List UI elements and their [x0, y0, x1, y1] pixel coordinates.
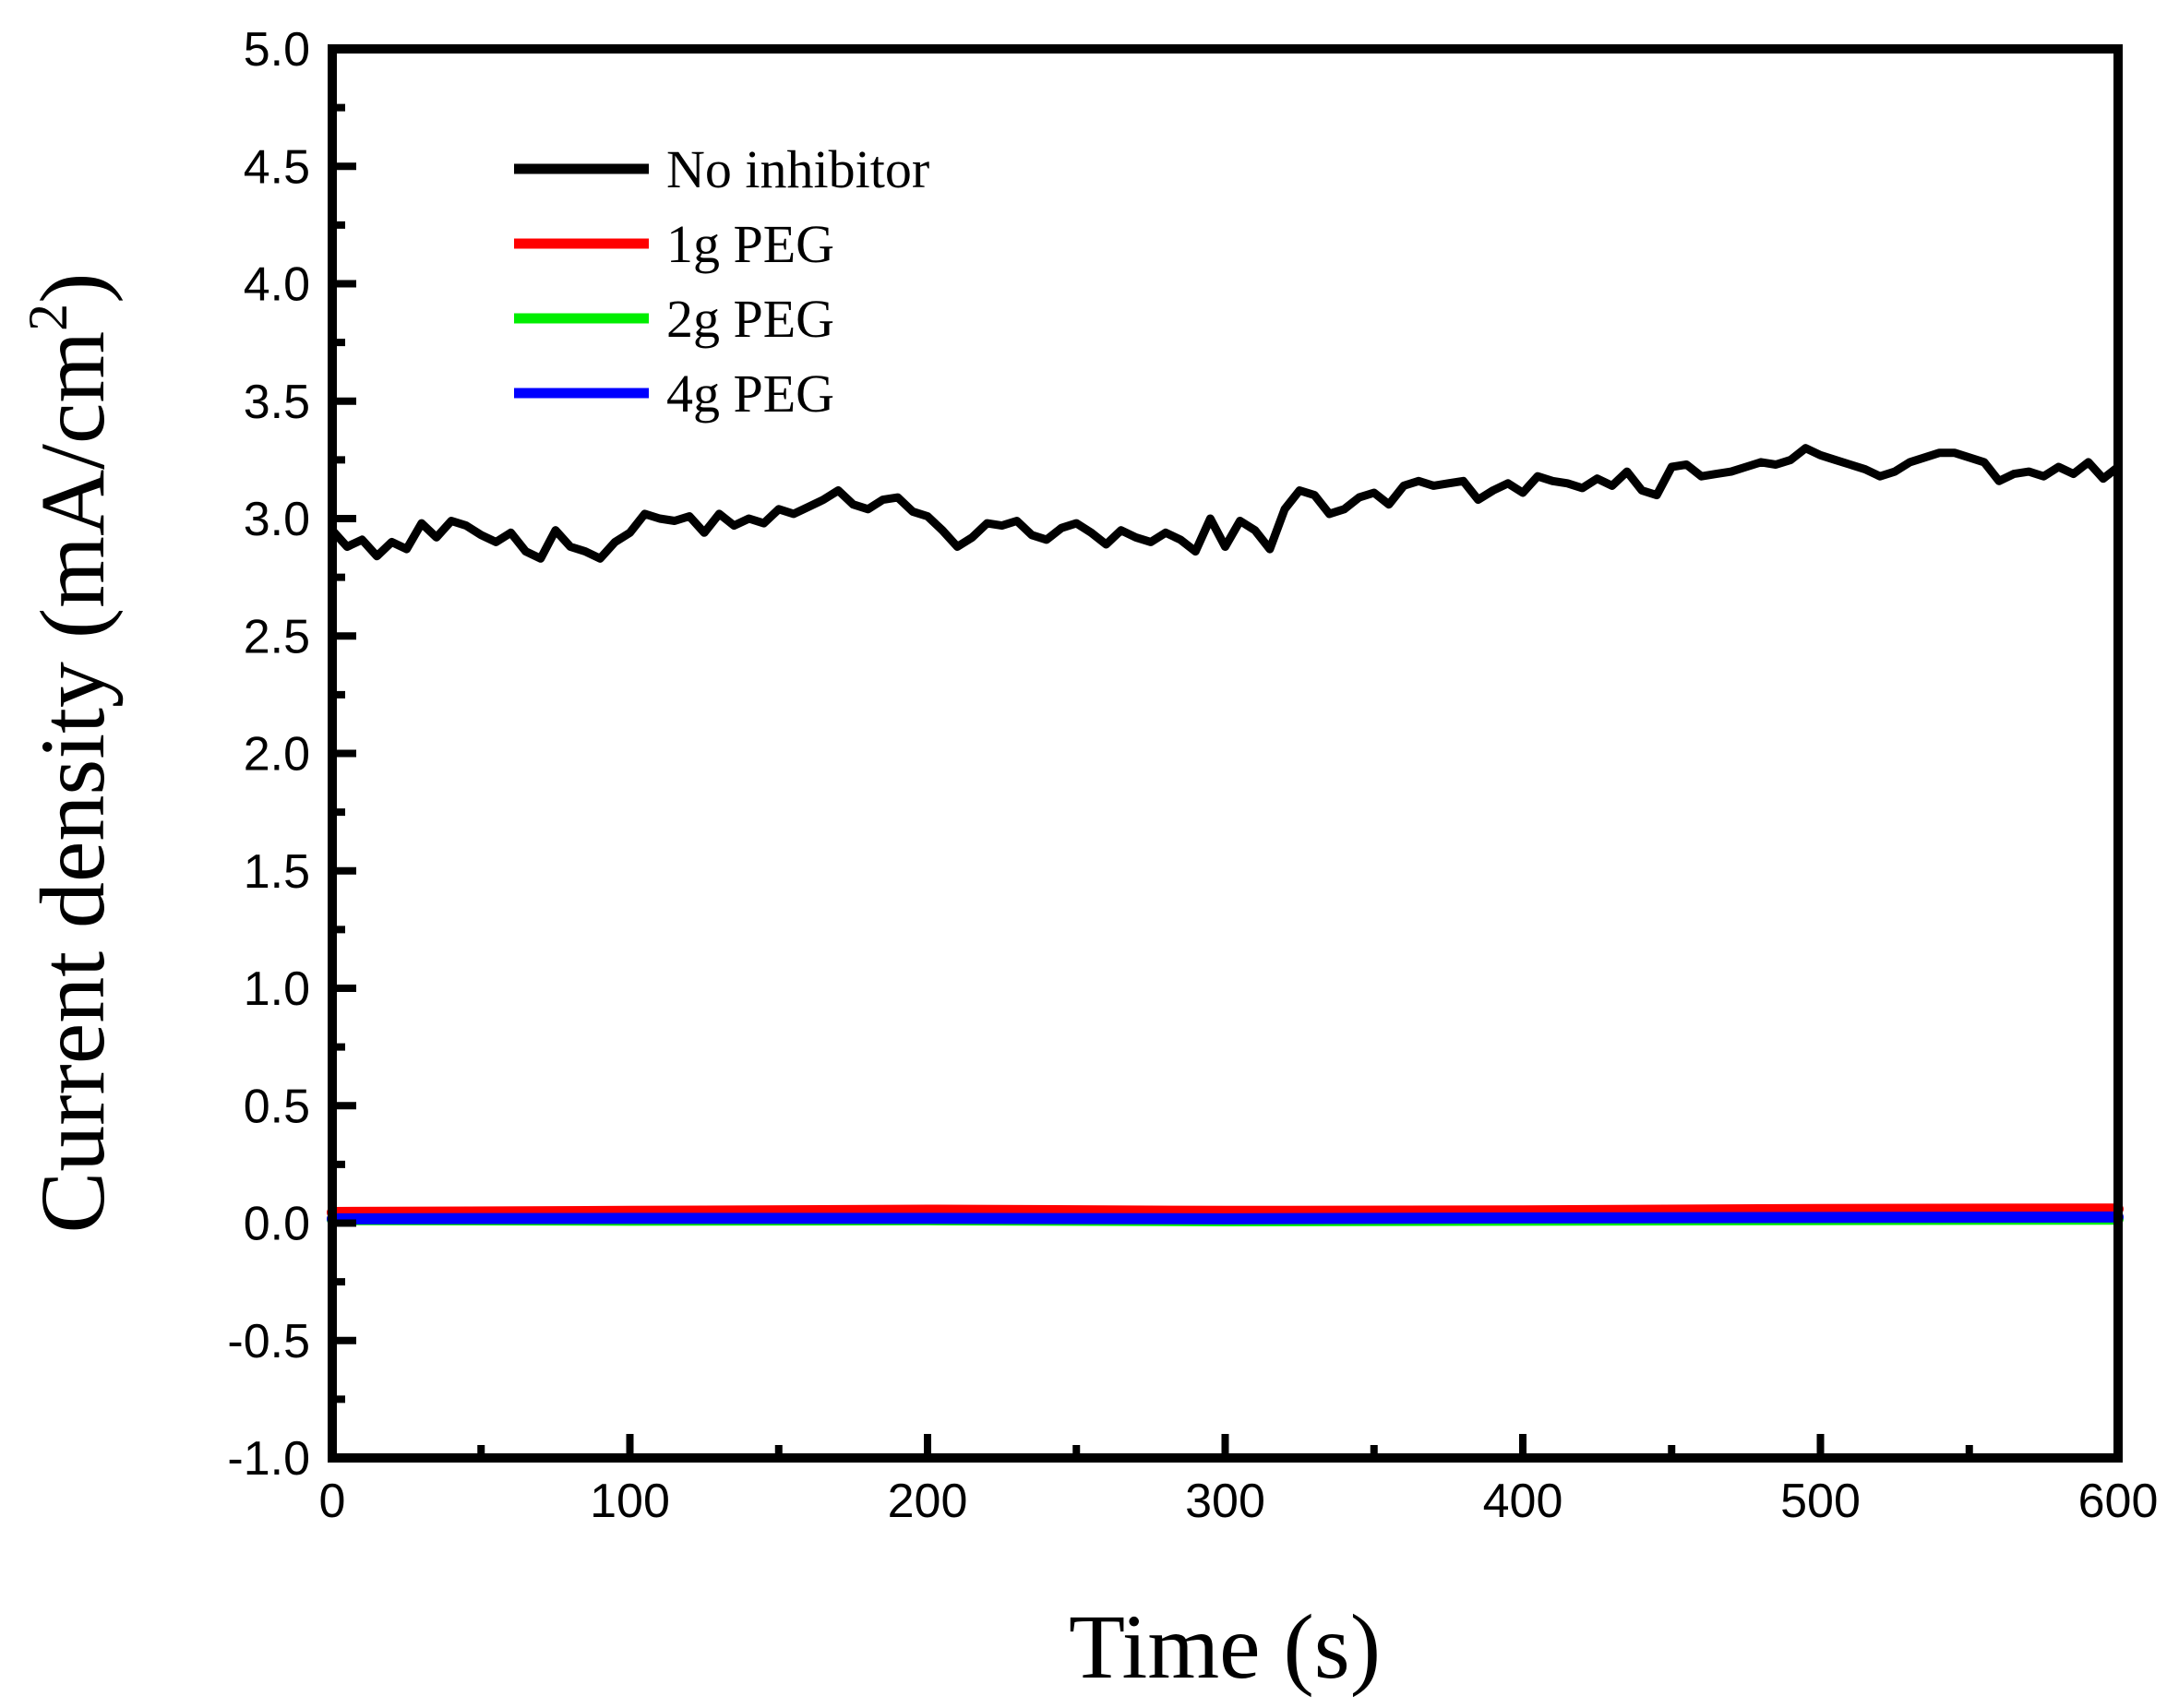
y-tick-label: 2.5 — [244, 610, 310, 663]
series-line-no-inhibitor — [328, 444, 2123, 563]
x-tick-label: 100 — [590, 1475, 670, 1528]
y-tick-label: 4.5 — [244, 140, 310, 194]
x-tick-label: 600 — [2078, 1475, 2159, 1528]
x-axis-title: Time (s) — [1069, 1595, 1381, 1698]
ticks-layer: 0 100 200 300 400 500 600 -1.0 -0.5 0.0 0.5 1.0 1.5 2… — [227, 23, 2158, 1528]
y-tick-label: 3.0 — [244, 493, 310, 546]
y-tick-label: 1.0 — [244, 962, 310, 1016]
y-tick-label: 3.5 — [244, 376, 310, 429]
legend-label-2g-peg: 2g PEG — [666, 289, 834, 349]
y-tick-label: -1.0 — [227, 1432, 310, 1486]
x-tick-label: 500 — [1780, 1475, 1861, 1528]
y-tick-label: -0.5 — [227, 1315, 310, 1368]
legend-label-no-inhibitor: No inhibitor — [666, 139, 929, 199]
y-tick-label: 4.0 — [244, 258, 310, 312]
series-layer — [327, 444, 2124, 1226]
plot-frame — [328, 44, 2123, 1463]
legend-label-1g-peg: 1g PEG — [666, 214, 834, 274]
y-axis-title: Current density (mA/cm2) — [18, 273, 124, 1234]
y-tick-label: 5.0 — [244, 23, 310, 77]
x-tick-label: 200 — [888, 1475, 968, 1528]
y-tick-label: 1.5 — [244, 845, 310, 899]
legend-label-4g-peg: 4g PEG — [666, 364, 834, 424]
series-line-4g-peg — [327, 1211, 2124, 1224]
x-tick-label: 300 — [1185, 1475, 1265, 1528]
x-tick-label: 0 — [319, 1475, 346, 1528]
y-axis-title-superscript: 2 — [18, 304, 78, 331]
y-tick-label: 2.0 — [244, 728, 310, 782]
legend: No inhibitor 1g PEG 2g PEG 4g PEG — [514, 139, 929, 424]
y-tick-label: 0.5 — [244, 1080, 310, 1133]
x-tick-label: 400 — [1483, 1475, 1563, 1528]
y-axis-title-close: ) — [21, 273, 124, 304]
y-tick-label: 0.0 — [244, 1198, 310, 1251]
series-line-1g-peg — [327, 1203, 2124, 1218]
y-axis-title-main: Current density (mA/cm — [21, 331, 124, 1234]
